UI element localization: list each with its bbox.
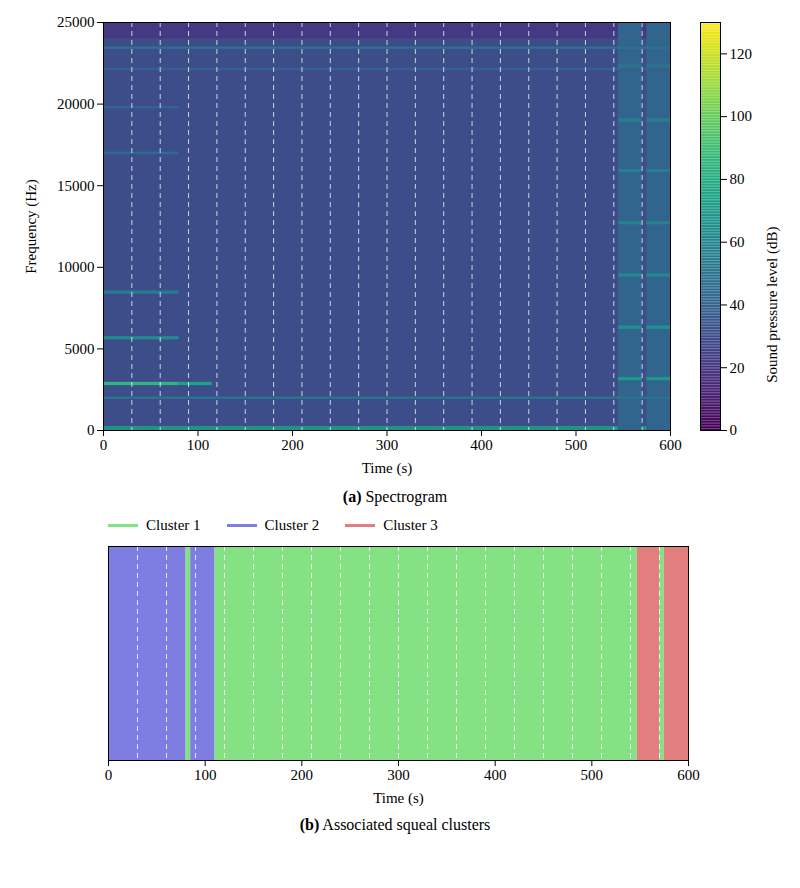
svg-text:0: 0 [87, 422, 95, 438]
svg-text:60: 60 [730, 234, 745, 250]
svg-text:0: 0 [100, 437, 108, 453]
svg-text:600: 600 [677, 767, 700, 783]
svg-text:25000: 25000 [57, 14, 95, 30]
svg-text:Sound pressure level (dB): Sound pressure level (dB) [764, 226, 781, 382]
svg-text:300: 300 [387, 767, 410, 783]
svg-text:0: 0 [105, 767, 113, 783]
svg-text:500: 500 [581, 767, 604, 783]
svg-text:200: 200 [291, 767, 314, 783]
svg-text:400: 400 [470, 437, 493, 453]
html-text:(b) Associated squeal clusters: (b) Associated squeal clusters [299, 816, 491, 833]
svg-text:400: 400 [484, 767, 507, 783]
svg-text:Frequency (Hz): Frequency (Hz) [23, 179, 40, 274]
svg-text:120: 120 [730, 46, 753, 62]
svg-text:20000: 20000 [57, 96, 95, 112]
svg-text:500: 500 [565, 437, 588, 453]
svg-text:100: 100 [730, 108, 753, 124]
html-text:(a) Spectrogram: (a) Spectrogram [342, 488, 448, 505]
svg-text:Time (s): Time (s) [373, 790, 424, 807]
html-text:Cluster 1: Cluster 1 [146, 516, 201, 533]
svg-text:80: 80 [730, 171, 745, 187]
svg-text:600: 600 [659, 437, 682, 453]
svg-text:40: 40 [730, 297, 745, 313]
svg-text:100: 100 [187, 437, 210, 453]
html-text:Cluster 3: Cluster 3 [383, 516, 438, 533]
svg-text:15000: 15000 [57, 178, 95, 194]
svg-text:Time (s): Time (s) [362, 460, 413, 477]
svg-text:0: 0 [730, 422, 738, 438]
svg-text:5000: 5000 [65, 341, 95, 357]
svg-text:10000: 10000 [57, 259, 95, 275]
svg-text:200: 200 [281, 437, 304, 453]
svg-text:300: 300 [376, 437, 399, 453]
svg-text:100: 100 [194, 767, 217, 783]
html-text:Cluster 2: Cluster 2 [264, 516, 320, 533]
svg-text:20: 20 [730, 360, 745, 376]
